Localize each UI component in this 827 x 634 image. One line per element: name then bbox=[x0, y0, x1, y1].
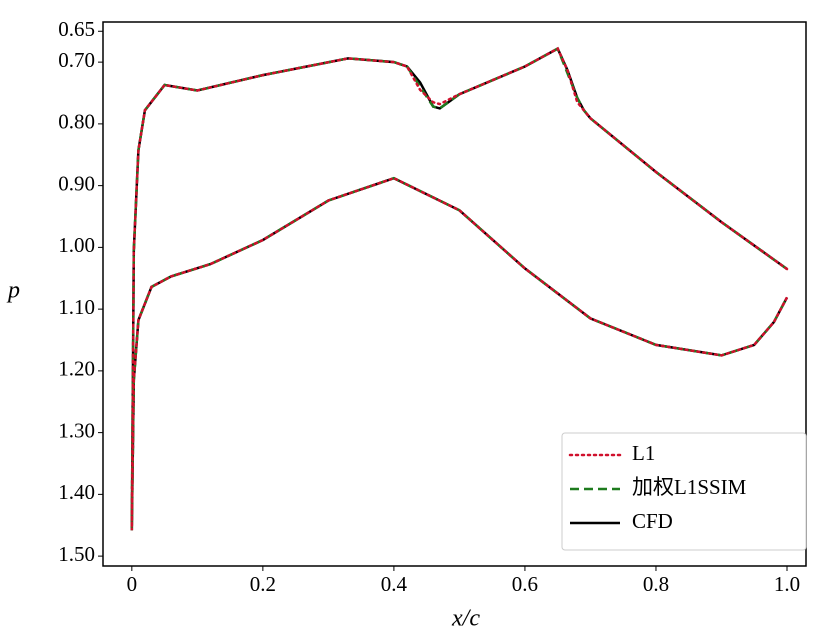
y-tick-label: 0.80 bbox=[58, 110, 95, 134]
y-axis-title: p bbox=[6, 278, 20, 304]
x-tick-label: 0.6 bbox=[512, 572, 538, 596]
legend: L1 加权L1SSIM CFD bbox=[561, 432, 807, 551]
x-axis-title: x/c bbox=[451, 606, 480, 632]
x-tick-label: 0.4 bbox=[381, 572, 408, 596]
x-tick-label: 1.0 bbox=[774, 572, 800, 596]
x-tick-label: 0 bbox=[127, 572, 138, 596]
y-tick-label: 0.90 bbox=[58, 171, 95, 195]
y-tick-label: 1.20 bbox=[58, 357, 95, 381]
y-tick-label: 0.65 bbox=[58, 17, 95, 41]
x-tick-label: 0.2 bbox=[250, 572, 276, 596]
y-tick-label: 1.10 bbox=[58, 295, 95, 319]
y-tick-label: 1.50 bbox=[58, 542, 95, 566]
plot-frame bbox=[102, 21, 807, 567]
data-line bbox=[130, 46, 789, 531]
y-tick-label: 1.30 bbox=[58, 418, 95, 442]
legend-label: L1 bbox=[632, 441, 655, 465]
y-tick-label: 0.70 bbox=[58, 48, 95, 72]
y-tick-label: 1.40 bbox=[58, 480, 95, 504]
x-tick-label: 0.8 bbox=[643, 572, 669, 596]
legend-label: CFD bbox=[632, 509, 673, 533]
legend-label: 加权L1SSIM bbox=[632, 475, 747, 499]
legend-box bbox=[561, 432, 807, 551]
y-tick-label: 1.00 bbox=[58, 233, 95, 257]
